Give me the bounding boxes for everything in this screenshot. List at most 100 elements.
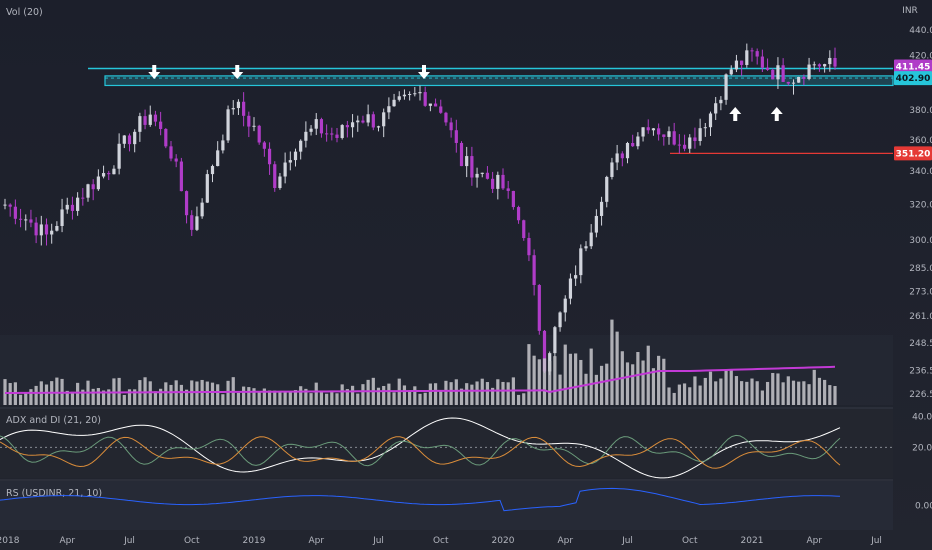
resistance-price-tag-bg [894, 71, 932, 86]
candle [449, 122, 453, 131]
volume-bar [714, 381, 718, 405]
volume-bar [771, 372, 775, 405]
time-axis-label: Apr [308, 536, 324, 546]
candle [392, 99, 396, 107]
volume-bar [267, 390, 272, 405]
candle [620, 153, 624, 159]
volume-label: Vol (20) [6, 7, 43, 18]
candle [615, 153, 619, 163]
candle [589, 232, 593, 247]
volume-bar [781, 382, 785, 405]
candle [817, 64, 822, 67]
down-arrow-icon [148, 65, 161, 79]
down-arrow-icon [231, 65, 244, 79]
adx-line [0, 417, 841, 479]
candle [542, 330, 547, 372]
candle [231, 108, 235, 110]
volume-bar [65, 390, 69, 405]
volume-bar [299, 386, 303, 405]
price-axis-tick: 236.50 [909, 366, 932, 376]
candle [101, 173, 106, 177]
candle [579, 248, 583, 276]
volume-bar [693, 376, 697, 405]
candle [382, 112, 386, 127]
candle [164, 128, 168, 147]
volume-bar [651, 368, 656, 405]
volume-bar [278, 392, 282, 405]
candle [159, 121, 163, 129]
volume-bar [791, 380, 796, 405]
time-axis-label: Jul [621, 536, 633, 546]
candle [273, 164, 277, 188]
volume-bar [501, 381, 505, 405]
candle [625, 143, 630, 159]
volume-bar [216, 384, 220, 405]
adx-label: ADX and DI (21, 20) [6, 415, 101, 426]
candle [8, 204, 12, 207]
time-axis-label: Oct [682, 536, 698, 546]
volume-bar [159, 388, 163, 405]
candle [454, 130, 458, 143]
volume-bar [532, 355, 536, 405]
candle [651, 128, 656, 131]
candle [408, 94, 412, 96]
volume-bar [96, 388, 100, 405]
volume-bar [433, 383, 438, 405]
candle [516, 207, 521, 221]
candle [423, 92, 427, 106]
candle [252, 125, 256, 127]
volume-bar [44, 384, 49, 405]
volume-bar [257, 392, 261, 405]
candle [657, 128, 661, 135]
volume-bar [636, 352, 640, 405]
candle [605, 176, 609, 202]
volume-bar [242, 386, 246, 405]
volume-bar [382, 385, 386, 405]
currency-label: INR [902, 6, 918, 16]
adx-pane [0, 409, 893, 478]
candle [39, 224, 43, 236]
candle [55, 226, 59, 231]
candle [86, 184, 90, 198]
volume-bar [641, 360, 645, 405]
time-axis-label: 2021 [741, 536, 764, 546]
volume-bar [828, 385, 832, 405]
volume-bar [615, 331, 619, 405]
candle [242, 101, 246, 116]
volume-bar [542, 358, 547, 405]
rs-line [0, 487, 841, 512]
volume-bar [662, 358, 666, 405]
candle [13, 206, 17, 219]
candle [221, 140, 225, 151]
volume-bar [812, 369, 816, 405]
volume-bar [563, 344, 567, 405]
candle [677, 144, 681, 146]
candle [786, 81, 790, 84]
volume-bar [574, 353, 578, 405]
candle [210, 166, 215, 175]
price-axis-tick: 248.50 [909, 339, 932, 349]
volume-bar [672, 392, 676, 405]
candle [672, 131, 676, 145]
volume-bar [527, 344, 531, 405]
price-axis-tick: 285.00 [909, 264, 932, 274]
candle [828, 57, 832, 65]
volume-bar [740, 381, 744, 405]
candle [257, 125, 261, 143]
volume-bar [703, 377, 707, 405]
volume-bar [475, 381, 479, 405]
candle [44, 224, 49, 235]
candle [802, 76, 806, 79]
price-axis-tick: 320.00 [909, 200, 932, 210]
candle [366, 114, 370, 123]
candle [402, 94, 407, 97]
volume-bar [252, 388, 256, 405]
down-arrow-icon [418, 65, 430, 79]
candle [81, 197, 85, 199]
resistance-price-tag: 402.90 [896, 74, 931, 84]
volume-bar [698, 385, 702, 405]
volume-bar [719, 378, 723, 405]
volume-bar [304, 388, 308, 405]
